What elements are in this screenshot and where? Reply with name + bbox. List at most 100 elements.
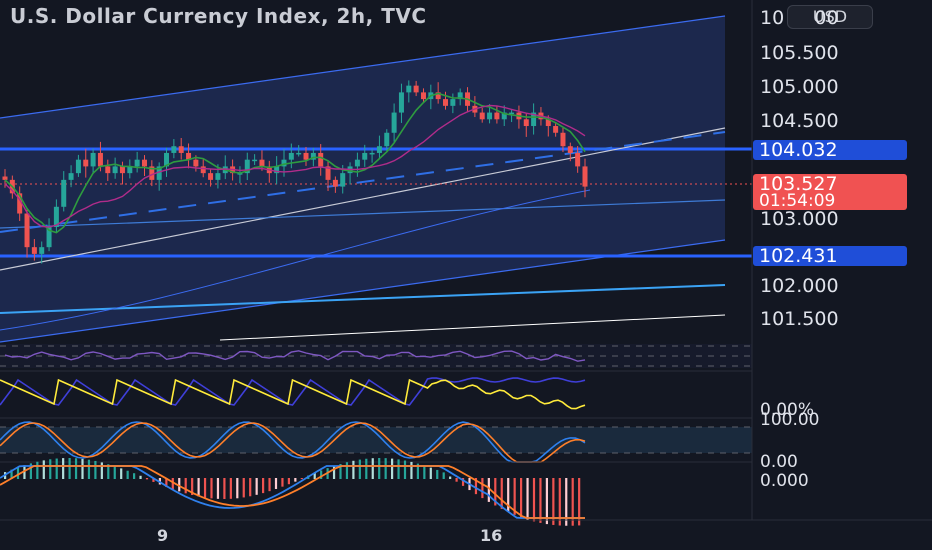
macd-bar xyxy=(436,469,439,479)
candle-series xyxy=(2,80,588,264)
macd-bar xyxy=(236,478,239,499)
stoch-bottom-label: 0.00 xyxy=(760,452,798,472)
candle xyxy=(31,247,37,254)
candle xyxy=(296,152,302,155)
macd-bar xyxy=(287,478,290,485)
candle xyxy=(420,92,426,100)
level-upper-tag[interactable]: 104.032 xyxy=(753,140,907,160)
macd-bar xyxy=(300,478,303,480)
candle xyxy=(413,85,419,93)
price-label-103: 103.000 xyxy=(760,208,839,230)
macd-bar xyxy=(178,478,181,492)
macd-bar xyxy=(578,478,581,526)
candle xyxy=(156,166,162,180)
macd-bar xyxy=(133,473,136,479)
macd-bar xyxy=(487,478,490,502)
macd-bar xyxy=(565,478,568,526)
macd-bar xyxy=(455,478,458,482)
macd-bar xyxy=(391,458,394,479)
macd-bar xyxy=(339,463,342,479)
macd-bar xyxy=(152,478,155,482)
candle xyxy=(391,112,397,133)
macd-bar xyxy=(494,478,497,506)
candle xyxy=(545,119,551,127)
candle xyxy=(582,166,588,187)
macd-bar xyxy=(145,478,149,480)
macd-bar xyxy=(100,462,103,479)
candle xyxy=(479,112,485,120)
rsi-pane xyxy=(0,344,752,368)
macd-bar xyxy=(513,478,516,515)
macd-bar xyxy=(171,478,174,490)
macd-bar xyxy=(571,478,574,526)
candle xyxy=(97,152,103,167)
macd-bar xyxy=(62,458,65,479)
macd-bar xyxy=(268,478,271,492)
candle xyxy=(560,132,566,147)
candle xyxy=(457,92,463,100)
candle xyxy=(523,119,529,127)
macd-bar xyxy=(255,478,258,495)
macd-bar xyxy=(262,478,265,494)
level-lower-tag[interactable]: 102.431 xyxy=(753,246,907,266)
candle xyxy=(2,176,8,180)
macd-bar xyxy=(281,478,284,487)
macd-bar xyxy=(365,458,368,479)
candle xyxy=(274,166,280,174)
macd-bar xyxy=(545,478,548,525)
time-label-9: 9 xyxy=(157,526,169,545)
macd-bar xyxy=(320,470,323,479)
candle xyxy=(186,152,192,160)
stoch-pane xyxy=(0,377,586,410)
candle xyxy=(259,159,265,167)
regression-channel xyxy=(0,16,725,342)
stochrsi-pane xyxy=(0,421,752,463)
macd-bar xyxy=(442,472,445,479)
macd-bar xyxy=(532,478,536,522)
macd-bar xyxy=(410,461,413,479)
candle xyxy=(531,112,537,127)
macd-bar xyxy=(23,465,26,479)
macd-bar xyxy=(345,462,349,479)
macd-bar xyxy=(384,458,387,479)
macd-bar xyxy=(120,468,123,479)
candle xyxy=(244,159,250,174)
macd-zero-label: 0.000 xyxy=(760,471,809,491)
price-label-105-5: 105.500 xyxy=(760,42,839,64)
candle xyxy=(288,152,294,160)
candle xyxy=(567,146,573,153)
chart-title: U.S. Dollar Currency Index, 2h, TVC xyxy=(10,4,427,28)
macd-bar xyxy=(126,470,129,479)
currency-button[interactable]: USD xyxy=(787,5,873,29)
macd-bar xyxy=(55,458,58,479)
candle xyxy=(398,92,404,113)
macd-bar xyxy=(107,464,110,479)
candle xyxy=(354,159,360,167)
candle xyxy=(178,146,184,153)
macd-pane xyxy=(0,458,585,526)
candle xyxy=(509,112,515,115)
last-price-value: 103.527 xyxy=(759,173,838,195)
macd-bar xyxy=(332,465,336,479)
bar-countdown: 01:54:09 xyxy=(759,191,836,211)
macd-bar xyxy=(449,476,452,479)
candle xyxy=(252,159,258,162)
macd-bar xyxy=(500,478,503,509)
macd-bar xyxy=(223,478,226,499)
candle xyxy=(127,166,133,174)
interval-label[interactable]: 2h xyxy=(336,4,366,28)
macd-bar xyxy=(36,461,39,479)
candle xyxy=(215,173,221,180)
candle xyxy=(494,112,500,120)
price-label-102: 102.000 xyxy=(760,275,839,297)
macd-bar xyxy=(397,459,400,479)
price-label-101-5: 101.500 xyxy=(760,308,839,330)
candle xyxy=(141,159,147,167)
exchange-label: TVC xyxy=(381,4,427,28)
candle xyxy=(310,152,316,160)
macd-bar xyxy=(184,478,187,494)
candle xyxy=(171,146,177,153)
candle xyxy=(406,85,412,93)
macd-bar xyxy=(403,460,407,479)
